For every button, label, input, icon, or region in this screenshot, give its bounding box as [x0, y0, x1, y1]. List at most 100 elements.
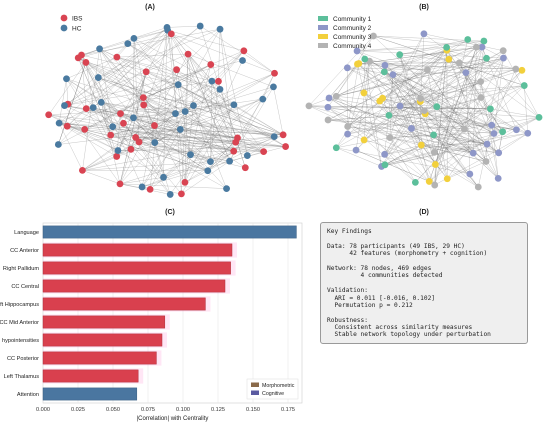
- network-edge: [48, 114, 85, 130]
- network-edge: [99, 48, 227, 189]
- network-edge: [490, 108, 540, 118]
- network-edge: [465, 72, 528, 134]
- network-edge: [219, 29, 248, 156]
- network-edge: [389, 105, 401, 138]
- network-node: [487, 105, 494, 113]
- network-node: [45, 111, 53, 119]
- network-node: [381, 161, 389, 169]
- network-edge: [117, 150, 264, 152]
- network-node: [109, 123, 117, 131]
- legend-label-community-2: Community 2: [333, 25, 372, 32]
- network-edge: [163, 104, 235, 178]
- network-edge: [154, 125, 211, 162]
- network-edge: [178, 84, 275, 137]
- y-category-label: CC Mid Anterior: [0, 320, 39, 326]
- network-edge: [357, 46, 483, 65]
- network-edge: [379, 100, 435, 153]
- network-node: [524, 129, 532, 137]
- network-node: [178, 190, 185, 198]
- network-node: [239, 57, 246, 64]
- network-node: [417, 141, 425, 149]
- network-edge: [146, 71, 176, 114]
- network-node: [142, 68, 150, 76]
- network-edge: [480, 97, 503, 132]
- network-edge: [363, 39, 468, 94]
- network-edge: [389, 137, 474, 154]
- network-edge: [119, 149, 132, 184]
- network-edge: [434, 164, 436, 186]
- network-edge: [388, 40, 485, 116]
- network-node: [352, 146, 360, 154]
- bar-right-pallidum: [42, 261, 231, 275]
- network-edge: [143, 97, 211, 162]
- network-edge: [415, 128, 465, 183]
- network-edge: [336, 96, 416, 183]
- network-edge: [446, 50, 516, 70]
- network-edge: [327, 107, 416, 183]
- network-edge: [66, 78, 176, 114]
- network-node: [420, 107, 428, 115]
- network-edge: [82, 80, 213, 171]
- network-node: [139, 94, 147, 102]
- network-node: [124, 40, 132, 48]
- network-node: [483, 140, 491, 148]
- network-edge: [399, 39, 468, 55]
- legend-marker-community-2: [318, 25, 328, 30]
- network-edge: [447, 161, 487, 179]
- network-edge: [327, 107, 491, 110]
- network-node: [324, 116, 332, 124]
- network-node: [160, 173, 167, 181]
- network-edge: [154, 142, 171, 195]
- network-edge: [210, 50, 244, 65]
- network-node: [381, 150, 389, 158]
- network-edge: [347, 47, 447, 127]
- network-edge: [516, 117, 540, 130]
- findings-lines: Data: 78 participants (49 IBS, 29 HC) 42…: [327, 243, 521, 339]
- network-edge: [433, 50, 504, 135]
- findings-line: Data: 78 participants (49 IBS, 29 HC): [327, 242, 465, 250]
- network-edge: [163, 151, 234, 178]
- network-edge: [336, 71, 385, 97]
- network-edge: [184, 105, 194, 183]
- network-edge: [101, 25, 201, 103]
- network-nodes: [305, 30, 543, 191]
- network-edge: [123, 81, 219, 124]
- network-edge: [357, 40, 484, 52]
- network-edge: [433, 134, 479, 188]
- network-graph-ibs-hc: IBS HC: [45, 14, 289, 198]
- network-node: [494, 174, 502, 182]
- network-edge: [347, 58, 487, 127]
- bar-wm-hypointensities: [42, 333, 163, 347]
- network-node: [379, 94, 386, 102]
- network-node: [325, 94, 333, 102]
- network-edge: [143, 84, 179, 98]
- network-node: [477, 78, 485, 86]
- network-edge: [99, 48, 113, 127]
- network-edge: [86, 108, 132, 150]
- network-node: [396, 51, 404, 59]
- network-node: [480, 37, 488, 45]
- network-node: [443, 175, 451, 183]
- network-edge: [384, 47, 483, 155]
- network-edge: [64, 105, 136, 138]
- network-edge: [154, 73, 275, 143]
- network-edge: [143, 97, 234, 105]
- network-node: [207, 61, 215, 68]
- network-edge: [424, 110, 435, 153]
- legend-marker-hc: [60, 24, 68, 32]
- network-edge: [133, 38, 140, 142]
- network-edge: [490, 58, 504, 109]
- network-edge: [328, 97, 474, 154]
- network-edge: [336, 96, 437, 107]
- network-edge: [421, 144, 499, 153]
- network-edge: [110, 71, 147, 136]
- network-edge: [420, 33, 425, 99]
- network-edge: [480, 57, 504, 82]
- network-edge: [373, 35, 499, 153]
- findings-line: [327, 309, 521, 316]
- network-edge: [187, 53, 274, 88]
- network-edge: [82, 50, 244, 171]
- x-tick-label: 0.125: [211, 407, 225, 413]
- network-edge: [435, 128, 465, 165]
- network-edge: [436, 106, 491, 110]
